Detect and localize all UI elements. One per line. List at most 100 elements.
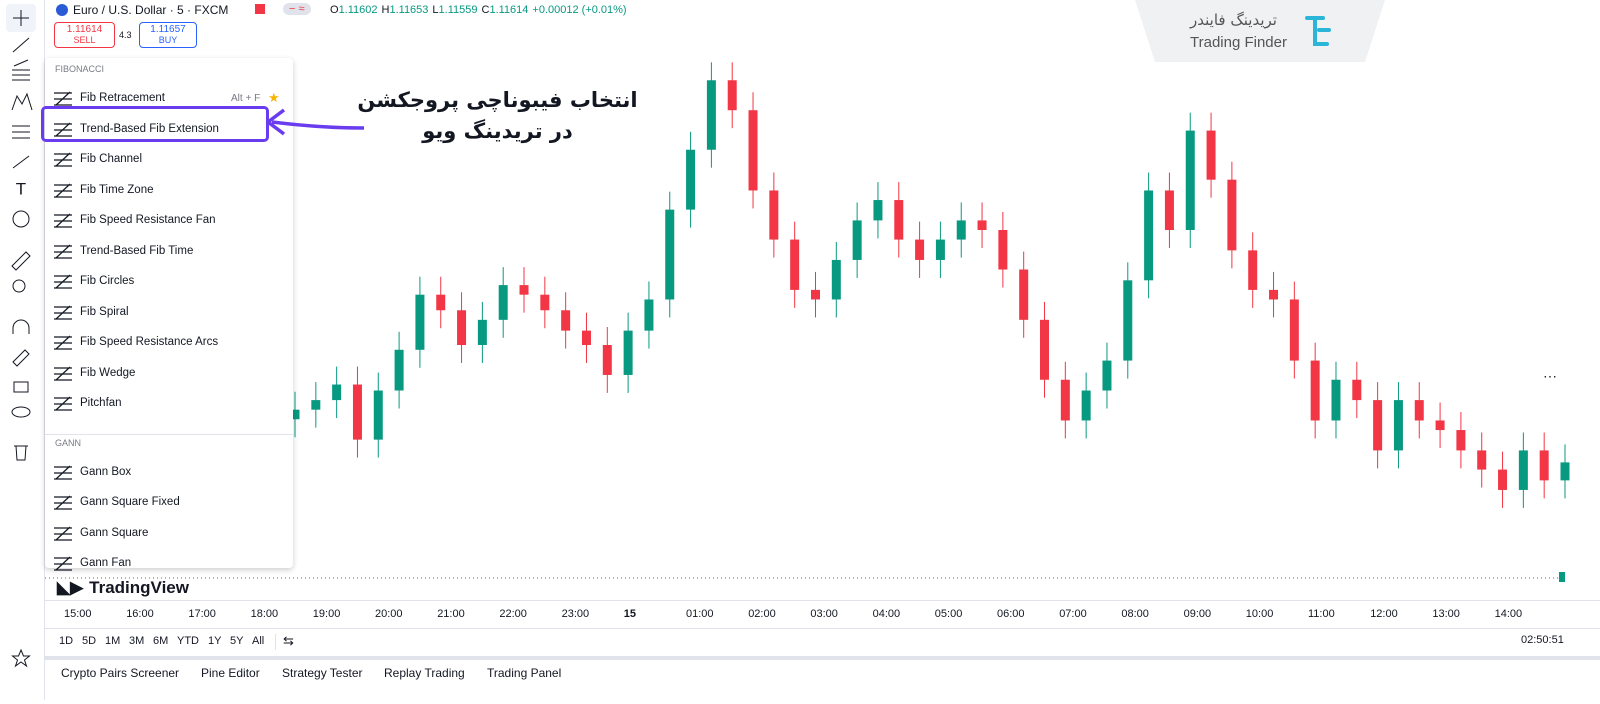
candle-body (769, 190, 779, 240)
favorite-star[interactable]: ★ (268, 90, 280, 105)
buy-price: 1.11657 (150, 24, 186, 35)
menu-item[interactable]: Fib Spiral (45, 298, 293, 328)
time-label: 09:00 (1183, 608, 1212, 620)
time-label: 18:00 (250, 608, 279, 620)
menu-item-label: Gann Fan (80, 557, 132, 569)
tool-text[interactable]: T (16, 179, 26, 198)
ohlc-label: H (381, 4, 390, 16)
annotation-line: در تریدینگ ویو (422, 119, 573, 143)
sell-label: SELL (73, 35, 96, 45)
candle-body (1498, 469, 1508, 490)
tool-hide[interactable] (11, 406, 31, 418)
tool-icons[interactable] (12, 210, 30, 228)
range-button[interactable]: 6M (153, 635, 169, 647)
tool-magnet[interactable] (12, 319, 30, 334)
tool-lock[interactable] (13, 381, 29, 393)
bottom-tab[interactable]: Crypto Pairs Screener (61, 666, 180, 680)
range-button[interactable]: All (252, 635, 265, 647)
time-label: 11:00 (1308, 608, 1335, 620)
range-divider (275, 634, 276, 650)
candle-body (1206, 130, 1216, 180)
time-label: 14:00 (1494, 608, 1523, 620)
range-button[interactable]: YTD (177, 635, 199, 647)
menu-item[interactable]: Fib Speed Resistance Fan (45, 206, 293, 236)
candle-body (1331, 379, 1341, 421)
menu-item-label: Trend-Based Fib Extension (80, 122, 219, 135)
candle-body (540, 294, 550, 311)
menu-item[interactable]: Gann Square (45, 519, 293, 549)
menu-item[interactable]: Fib Circles (45, 267, 293, 297)
tool-zoom[interactable] (12, 279, 26, 293)
bottom-tab[interactable]: Replay Trading (384, 666, 465, 680)
candle-body (332, 384, 342, 401)
clock: 02:50:51 (1521, 634, 1564, 646)
bottom-tab[interactable]: Trading Panel (487, 666, 562, 680)
range-button[interactable]: 5Y (230, 635, 244, 647)
candle-body (415, 294, 425, 350)
tool-remove[interactable] (14, 445, 28, 461)
time-axis: 15:00 16:00 17:00 18:00 19:00 20:00 21:00 22:00… (45, 600, 1600, 629)
candle-body (686, 149, 696, 210)
menu-item[interactable]: Pitchfan (45, 389, 293, 419)
bottom-tab[interactable]: Pine Editor (201, 666, 260, 680)
menu-item[interactable]: Fib Retracement Alt + F ★ (45, 84, 293, 114)
range-button[interactable]: 1M (105, 635, 121, 647)
menu-item[interactable]: Gann Box (45, 458, 293, 488)
buy-button[interactable]: 1.11657 BUY (139, 22, 197, 48)
candle-body (1040, 319, 1050, 380)
candle-body (519, 285, 529, 295)
menu-item[interactable]: Trend-Based Fib Time (45, 237, 293, 267)
candle-body (623, 330, 633, 375)
chart: ··· (45, 62, 1570, 582)
symbol-flag (56, 4, 68, 16)
candle-body (915, 239, 925, 260)
logo-bg (1135, 0, 1385, 62)
menu-item[interactable]: Trend-Based Fib Extension (45, 115, 293, 145)
spread: 4.3 (119, 30, 132, 40)
menu-item-label: Fib Wedge (80, 366, 136, 379)
range-button[interactable]: 1Y (208, 635, 222, 647)
menu-item[interactable]: Gann Square Fixed (45, 488, 293, 518)
candle-body (706, 80, 716, 150)
range-button[interactable]: 1D (59, 635, 74, 647)
menu-item-label: Fib Speed Resistance Arcs (80, 336, 219, 348)
candle-body (1373, 400, 1383, 451)
time-label: 16:00 (126, 608, 154, 620)
tool-forecast[interactable] (12, 125, 30, 139)
status-pill[interactable]: − ≈ (283, 3, 311, 15)
tool-brush[interactable] (12, 155, 30, 169)
candle-body (1352, 379, 1362, 401)
range-button[interactable]: 5D (82, 635, 97, 647)
candle-body (581, 330, 591, 345)
flag[interactable] (255, 4, 265, 14)
time-label: 01:00 (686, 608, 714, 620)
bottom-tab[interactable]: Strategy Tester (282, 666, 363, 680)
goto-date[interactable]: ⇆ (283, 633, 294, 648)
menu-icon (54, 122, 72, 137)
time-label: 17:00 (188, 608, 216, 620)
menu-item[interactable]: Fib Channel (45, 145, 293, 175)
candle-body (831, 259, 841, 300)
tool-fib[interactable] (12, 59, 30, 81)
symbol[interactable]: Euro / U.S. Dollar · 5 · FXCM (73, 3, 229, 17)
tool-measure[interactable] (11, 251, 31, 271)
time-label: 02:00 (748, 608, 776, 620)
menu-item-label: Gann Square (80, 526, 149, 539)
sell-button[interactable]: 1.11614 SELL (54, 22, 115, 48)
menu-item[interactable]: Gann Fan (45, 549, 293, 579)
menu-item[interactable]: Fib Speed Resistance Arcs (45, 328, 293, 358)
tool-favorites[interactable] (11, 648, 31, 668)
menu-icon (54, 274, 72, 289)
sell-price: 1.11614 (66, 24, 103, 35)
tool-stay-drawing[interactable] (12, 349, 30, 367)
tool-trend-line[interactable] (12, 37, 30, 53)
tool-patterns[interactable] (11, 92, 33, 111)
menu-icon (54, 91, 72, 106)
candle-body (311, 400, 321, 410)
menu-item-shortcut: Alt + F (231, 93, 261, 104)
candle-body (561, 310, 571, 331)
menu-item[interactable]: Fib Time Zone (45, 176, 293, 206)
range-button[interactable]: 3M (129, 635, 145, 647)
menu-icon (54, 244, 72, 259)
menu-item[interactable]: Fib Wedge (45, 359, 293, 389)
